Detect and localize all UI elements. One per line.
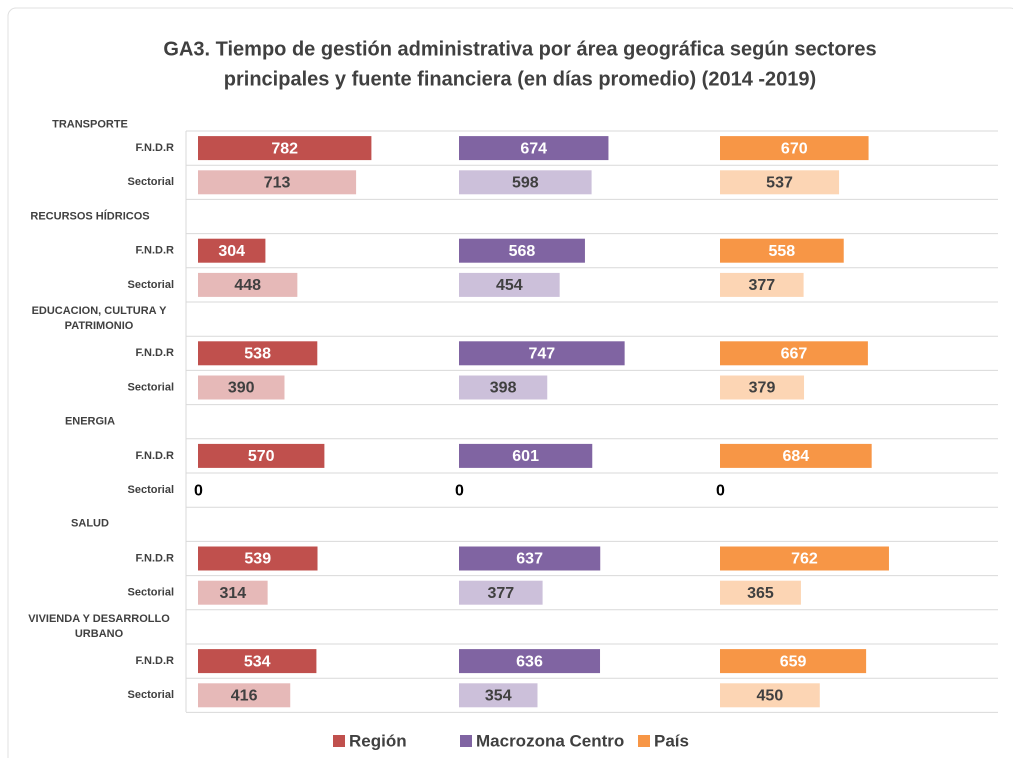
value-label: 448 xyxy=(234,277,261,294)
bar xyxy=(720,272,804,297)
value-label: 354 xyxy=(485,688,512,705)
category-label: F.N.D.R xyxy=(136,142,175,154)
value-label: 713 xyxy=(264,175,291,192)
value-label: 0 xyxy=(716,482,725,499)
value-label: 377 xyxy=(748,277,775,294)
value-label: 598 xyxy=(512,175,539,192)
chart-title: GA3. Tiempo de gestión administrativa po… xyxy=(163,38,876,60)
category-label: Sectorial xyxy=(128,279,174,291)
value-label: 674 xyxy=(520,140,547,157)
bar xyxy=(720,683,820,708)
value-label: 0 xyxy=(194,482,203,499)
group-label: ENERGIA xyxy=(64,415,116,428)
bar xyxy=(720,546,889,571)
bar xyxy=(198,238,266,263)
value-label: 762 xyxy=(791,551,818,568)
value-label: 659 xyxy=(780,653,807,670)
value-label: 747 xyxy=(528,346,555,363)
bar xyxy=(459,341,625,366)
category-label: Sectorial xyxy=(128,689,174,701)
category-label: Sectorial xyxy=(128,381,174,393)
group-label: SALUD xyxy=(71,517,109,530)
category-label: Sectorial xyxy=(128,484,174,496)
bar xyxy=(720,238,844,263)
bar xyxy=(198,341,318,366)
value-label: 537 xyxy=(766,175,793,192)
value-label: 601 xyxy=(512,448,539,465)
bar xyxy=(198,272,298,297)
value-label: 782 xyxy=(271,140,298,157)
bar xyxy=(198,136,372,161)
category-label: Sectorial xyxy=(128,176,174,188)
bar xyxy=(198,170,357,195)
legend-label: Macrozona Centro xyxy=(476,731,624,750)
value-label: 538 xyxy=(244,346,271,363)
value-label: 568 xyxy=(509,243,536,260)
value-label: 416 xyxy=(231,688,258,705)
group-label: VIVIENDA Y DESARROLLO URBANO xyxy=(28,612,170,640)
bar xyxy=(198,546,318,571)
category-label: F.N.D.R xyxy=(136,245,175,257)
bar xyxy=(459,546,601,571)
bar xyxy=(459,238,585,263)
value-label: 667 xyxy=(781,346,808,363)
chart-title: principales y fuente financiera (en días… xyxy=(224,68,816,90)
bar xyxy=(720,375,805,400)
bar xyxy=(720,341,868,366)
value-label: 670 xyxy=(781,140,808,157)
bar xyxy=(459,580,543,605)
value-label: 390 xyxy=(228,380,255,397)
bar xyxy=(198,375,285,400)
bar xyxy=(198,649,317,674)
bar xyxy=(459,272,560,297)
bar xyxy=(459,443,593,468)
value-label: 314 xyxy=(219,585,246,602)
value-label: 0 xyxy=(455,482,464,499)
legend-label: Región xyxy=(349,731,407,750)
category-label: F.N.D.R xyxy=(136,552,175,564)
bar xyxy=(720,170,840,195)
value-label: 377 xyxy=(487,585,514,602)
category-label: F.N.D.R xyxy=(136,655,175,667)
legend-swatch xyxy=(638,735,650,747)
value-label: 454 xyxy=(496,277,523,294)
category-label: Sectorial xyxy=(128,587,174,599)
group-label: TRANSPORTE xyxy=(52,118,128,131)
bar xyxy=(720,580,801,605)
bar xyxy=(720,649,867,674)
bar xyxy=(720,443,872,468)
value-label: 539 xyxy=(244,551,271,568)
group-label: EDUCACION, CULTURA Y PATRIMONIO xyxy=(31,305,167,333)
bar xyxy=(198,580,268,605)
legend-swatch xyxy=(333,735,345,747)
category-label: F.N.D.R xyxy=(136,450,175,462)
bar xyxy=(459,375,548,400)
bar xyxy=(459,170,592,195)
bar xyxy=(198,683,291,708)
bar xyxy=(459,136,609,161)
group-label: RECURSOS HÍDRICOS xyxy=(30,210,150,222)
bar xyxy=(720,136,869,161)
value-label: 570 xyxy=(248,448,275,465)
value-label: 684 xyxy=(782,448,809,465)
value-label: 450 xyxy=(757,688,784,705)
bar xyxy=(459,683,538,708)
value-label: 398 xyxy=(490,380,517,397)
value-label: 304 xyxy=(218,243,245,260)
legend-swatch xyxy=(460,735,472,747)
value-label: 558 xyxy=(769,243,796,260)
value-label: 637 xyxy=(516,551,543,568)
value-label: 636 xyxy=(516,653,543,670)
legend-label: País xyxy=(654,731,689,750)
bar xyxy=(198,443,325,468)
value-label: 534 xyxy=(244,653,271,670)
bar xyxy=(459,649,601,674)
value-label: 379 xyxy=(749,380,776,397)
value-label: 365 xyxy=(747,585,774,602)
category-label: F.N.D.R xyxy=(136,347,175,359)
